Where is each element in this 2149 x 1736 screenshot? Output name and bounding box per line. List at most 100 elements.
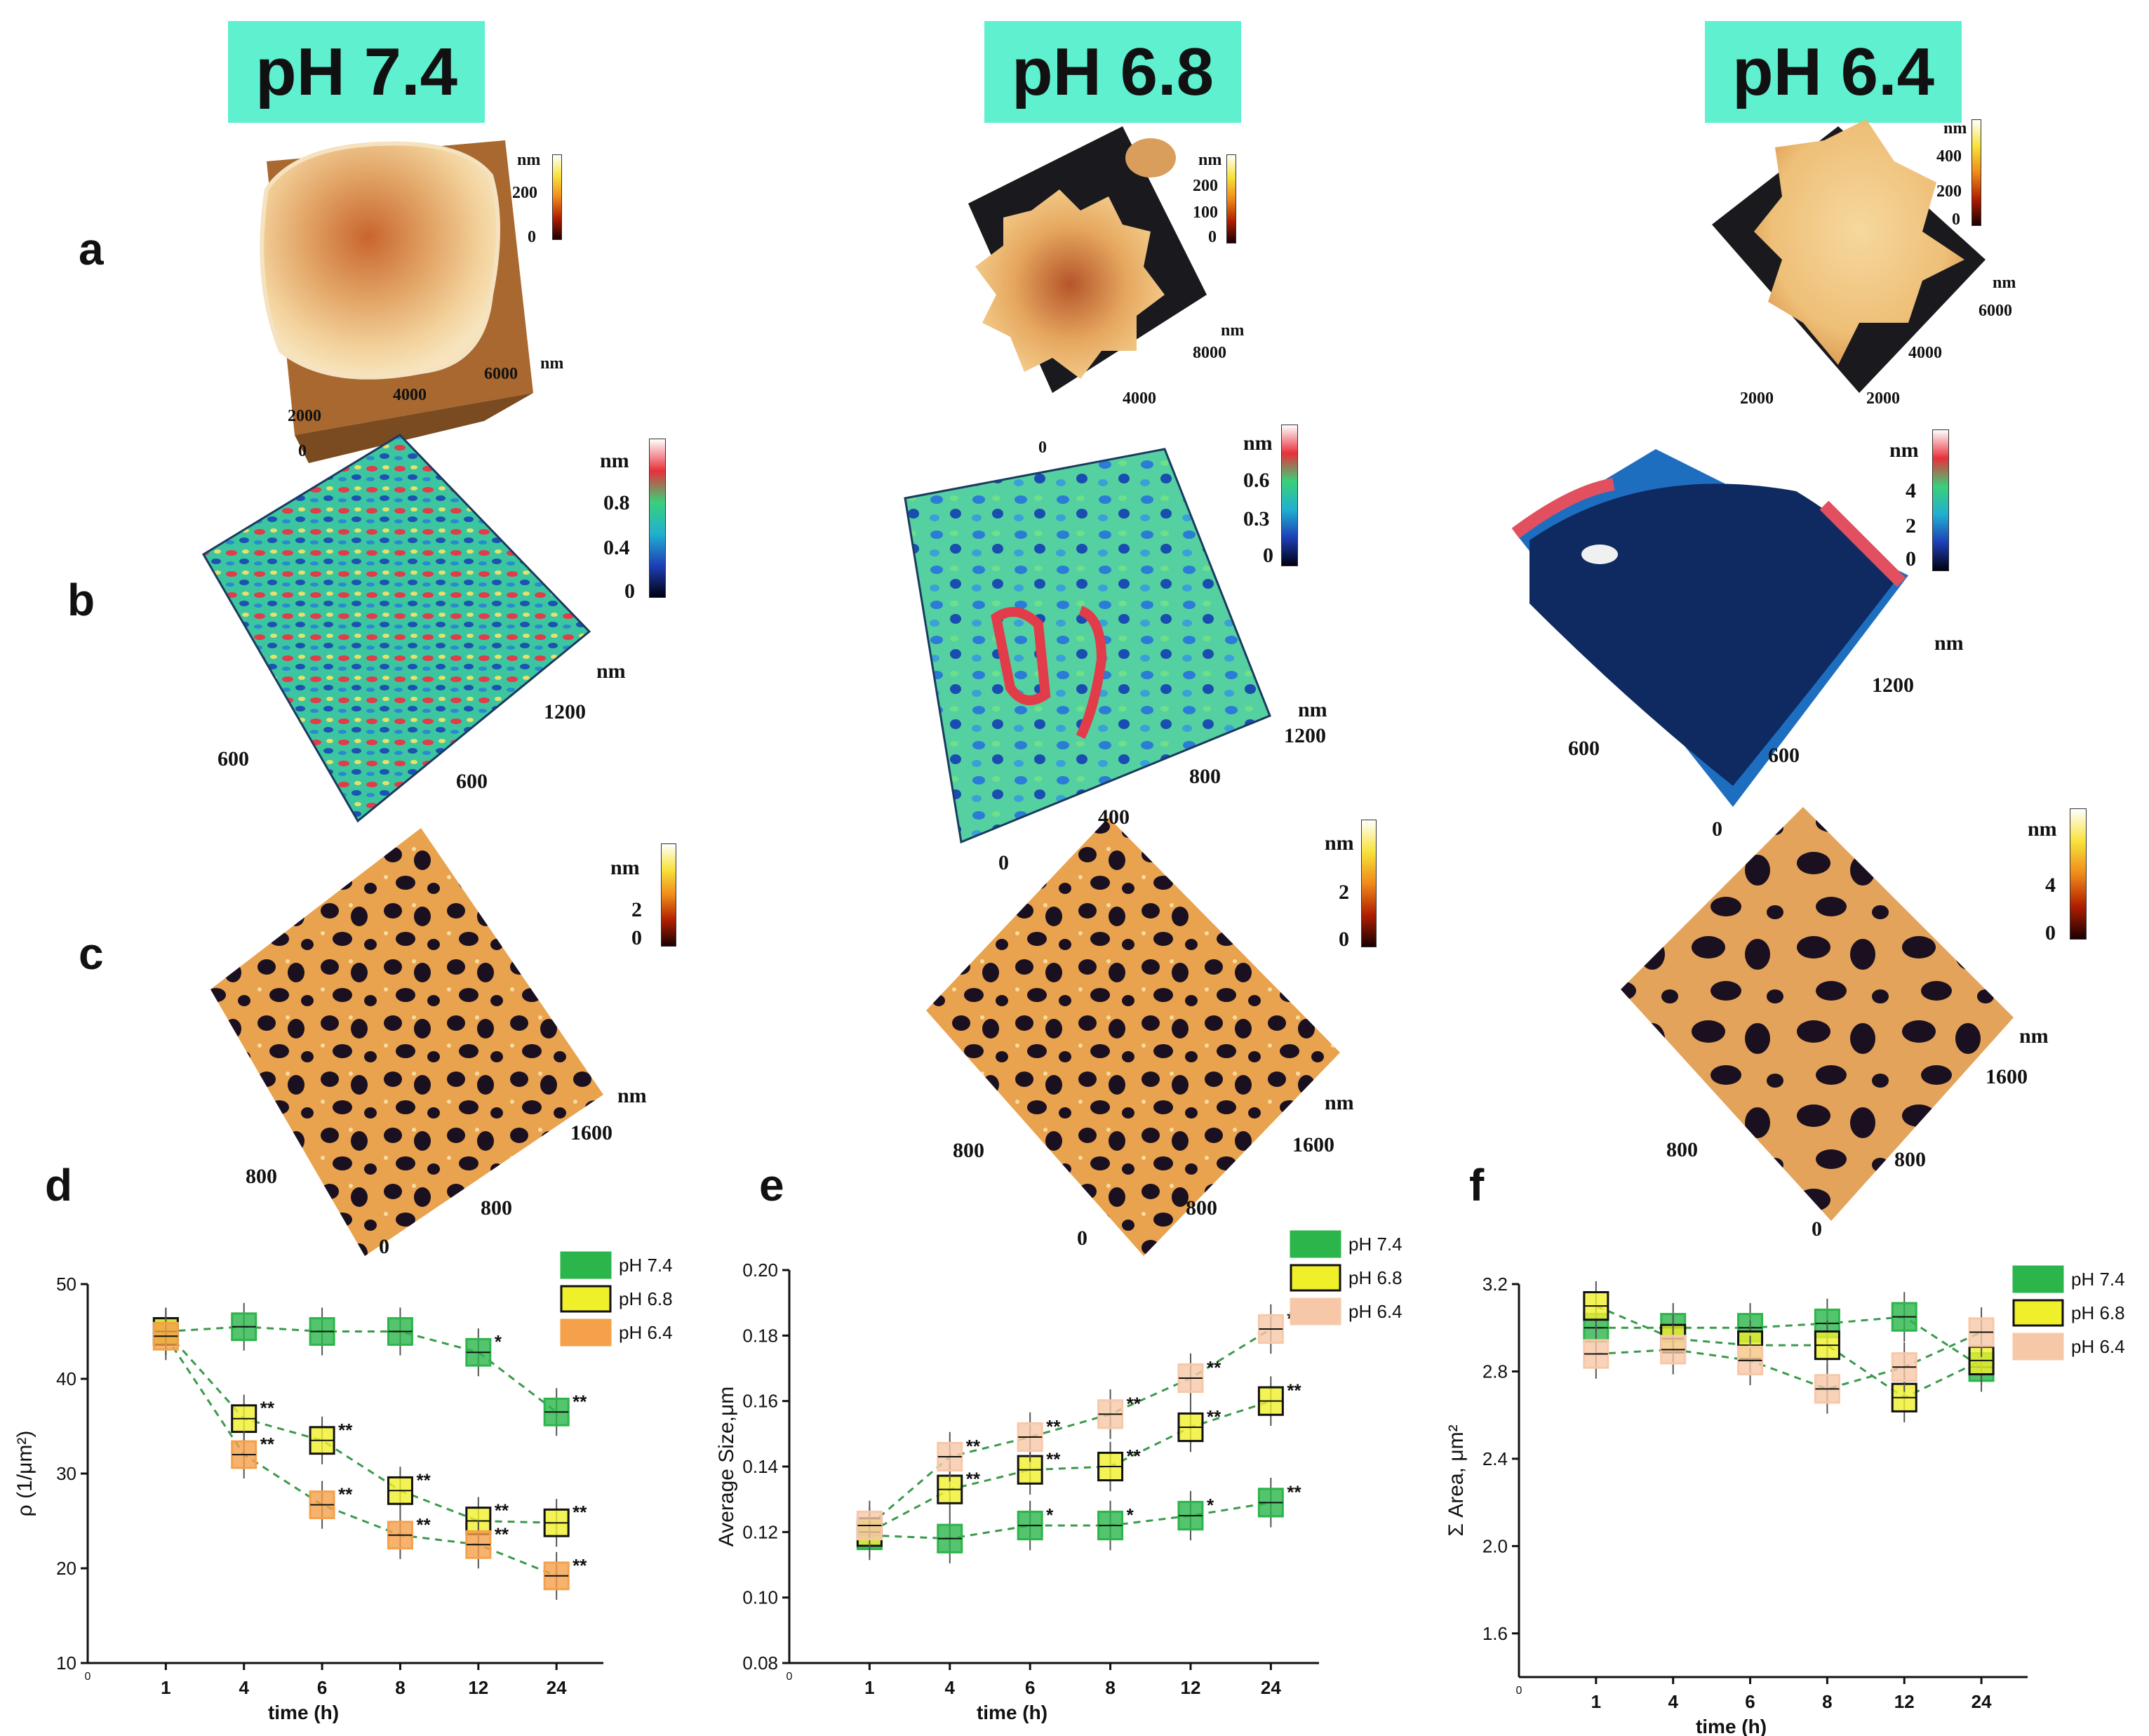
cbar-c2-t0: 2 <box>1339 881 1349 904</box>
x-axis-label: time (h) <box>977 1702 1047 1723</box>
x-tick-label: 4 <box>1668 1691 1678 1712</box>
significance-mark: ** <box>573 1502 587 1523</box>
c2-axis-0: 0 <box>1077 1227 1087 1250</box>
legend-swatch <box>2012 1299 2064 1327</box>
cbar-b1-t0: 0.8 <box>603 491 630 514</box>
legend-swatch <box>560 1285 612 1313</box>
x-tick-label: 1 <box>1591 1691 1601 1712</box>
colorbar-c3 <box>2070 808 2087 940</box>
legend-swatch <box>2012 1265 2064 1293</box>
x-tick-label: 8 <box>1822 1691 1832 1712</box>
cbar-c3-t1: 0 <box>2045 921 2056 944</box>
b3-axis-1200: 1200 <box>1872 674 1914 697</box>
x-tick-label: 8 <box>395 1677 405 1698</box>
c1-axis-0: 0 <box>379 1235 389 1258</box>
y-axis-label: Average Size,μm <box>715 1387 738 1547</box>
header-ph64: pH 6.4 <box>1705 21 1962 123</box>
chart-f: 1.6 2.0 2.4 2.8 3.2 0 1 4 6 8 12 24 time (h) Σ Area, … <box>1445 1265 2125 1736</box>
significance-mark: ** <box>495 1523 509 1544</box>
cbar-a1-t0: 200 <box>512 184 537 202</box>
legend-label: pH 6.8 <box>619 1288 673 1309</box>
c2-axis-800a: 800 <box>953 1139 984 1162</box>
x-origin-label: 0 <box>786 1671 793 1683</box>
x-tick-label: 4 <box>945 1677 956 1698</box>
c3-axis-800a: 800 <box>1666 1138 1698 1161</box>
c3-axis-800b: 800 <box>1894 1148 1926 1171</box>
series-line-0 <box>1595 1316 1982 1368</box>
significance-mark: ** <box>1207 1406 1221 1427</box>
y-tick-label: 30 <box>56 1463 76 1484</box>
a3-axis-6000: 6000 <box>1979 302 2012 320</box>
cbar-a2-t2: 0 <box>1208 228 1217 246</box>
legend-swatch <box>560 1318 612 1347</box>
b1-axis-nm: nm <box>596 660 626 683</box>
y-tick-label: 0.18 <box>742 1325 778 1346</box>
afm-a3 <box>1712 119 1986 393</box>
colorbar-b2 <box>1281 425 1298 566</box>
significance-mark: ** <box>416 1514 431 1535</box>
b3-axis-nm: nm <box>1934 632 1964 655</box>
y-tick-label: 20 <box>56 1558 76 1579</box>
cbar-c2-unit: nm <box>1325 832 1354 855</box>
significance-mark: ** <box>1127 1445 1142 1467</box>
cbar-a1-t1: 0 <box>528 228 536 246</box>
row-label-e: e <box>759 1160 784 1210</box>
cbar-a3-unit: nm <box>1943 119 1967 138</box>
b2-axis-nm: nm <box>1298 698 1327 721</box>
a3-axis-2000b: 2000 <box>1866 389 1900 408</box>
x-origin-label: 0 <box>1516 1685 1522 1697</box>
x-axis-label: time (h) <box>1696 1716 1767 1736</box>
cbar-b2-t1: 0.3 <box>1243 507 1270 530</box>
colorbar-b1 <box>649 439 666 598</box>
significance-mark: * <box>1046 1504 1054 1525</box>
cbar-a2-t0: 200 <box>1193 177 1218 195</box>
cbar-c2-t1: 0 <box>1339 928 1349 951</box>
b1-axis-1200: 1200 <box>544 700 586 723</box>
x-tick-label: 24 <box>547 1677 567 1698</box>
significance-mark: ** <box>573 1391 587 1412</box>
legend-swatch <box>1290 1264 1341 1292</box>
significance-mark: ** <box>1127 1393 1142 1414</box>
a1-axis-nm: nm <box>540 354 564 373</box>
cbar-b1-t2: 0 <box>624 580 635 603</box>
a2-axis-nm: nm <box>1221 321 1245 340</box>
series-line-0 <box>869 1501 1271 1540</box>
a1-axis-2000: 2000 <box>288 407 321 425</box>
y-axis-label: Σ Area, μm² <box>1445 1424 1468 1536</box>
colorbar-c2 <box>1361 820 1377 947</box>
significance-mark: ** <box>1207 1357 1221 1378</box>
afm-b3 <box>1511 449 1908 807</box>
row-label-b: b <box>67 575 95 625</box>
cbar-b1-t1: 0.4 <box>603 536 630 559</box>
cbar-b1-unit: nm <box>600 449 629 472</box>
y-tick-label: 0.12 <box>742 1521 778 1542</box>
afm-c3 <box>1621 807 2014 1221</box>
significance-mark: ** <box>1046 1449 1061 1470</box>
x-tick-label: 12 <box>1894 1691 1915 1712</box>
y-tick-label: 2.8 <box>1482 1361 1508 1382</box>
significance-mark: ** <box>338 1420 353 1441</box>
x-tick-label: 24 <box>1971 1691 1992 1712</box>
significance-mark: ** <box>573 1555 587 1576</box>
cbar-c3-t0: 4 <box>2045 874 2056 897</box>
significance-mark: ** <box>966 1469 981 1490</box>
cbar-a2-t1: 100 <box>1193 203 1218 222</box>
a2-axis-8000: 8000 <box>1193 344 1226 362</box>
c1-axis-nm: nm <box>617 1084 647 1107</box>
b1-axis-600b: 600 <box>456 770 488 793</box>
legend-label: pH 6.8 <box>1348 1267 1402 1288</box>
x-tick-label: 24 <box>1261 1677 1281 1698</box>
legend-label: pH 6.4 <box>619 1322 673 1343</box>
significance-mark: ** <box>1046 1416 1061 1437</box>
y-tick-label: 0.08 <box>742 1652 778 1674</box>
chart-e: 0.08 0.10 0.12 0.14 0.16 0.18 0.20 0 1 4 6 8 12 24 tim… <box>715 1230 1402 1723</box>
legend-label: pH 7.4 <box>2071 1269 2125 1290</box>
cbar-c1-t1: 0 <box>631 926 642 949</box>
afm-b2 <box>904 448 1271 844</box>
afm-b1 <box>201 434 591 823</box>
y-tick-label: 50 <box>56 1274 76 1295</box>
b2-axis-1200: 1200 <box>1284 724 1326 747</box>
y-tick-label: 0.20 <box>742 1260 778 1281</box>
y-tick-label: 2.4 <box>1482 1448 1508 1469</box>
